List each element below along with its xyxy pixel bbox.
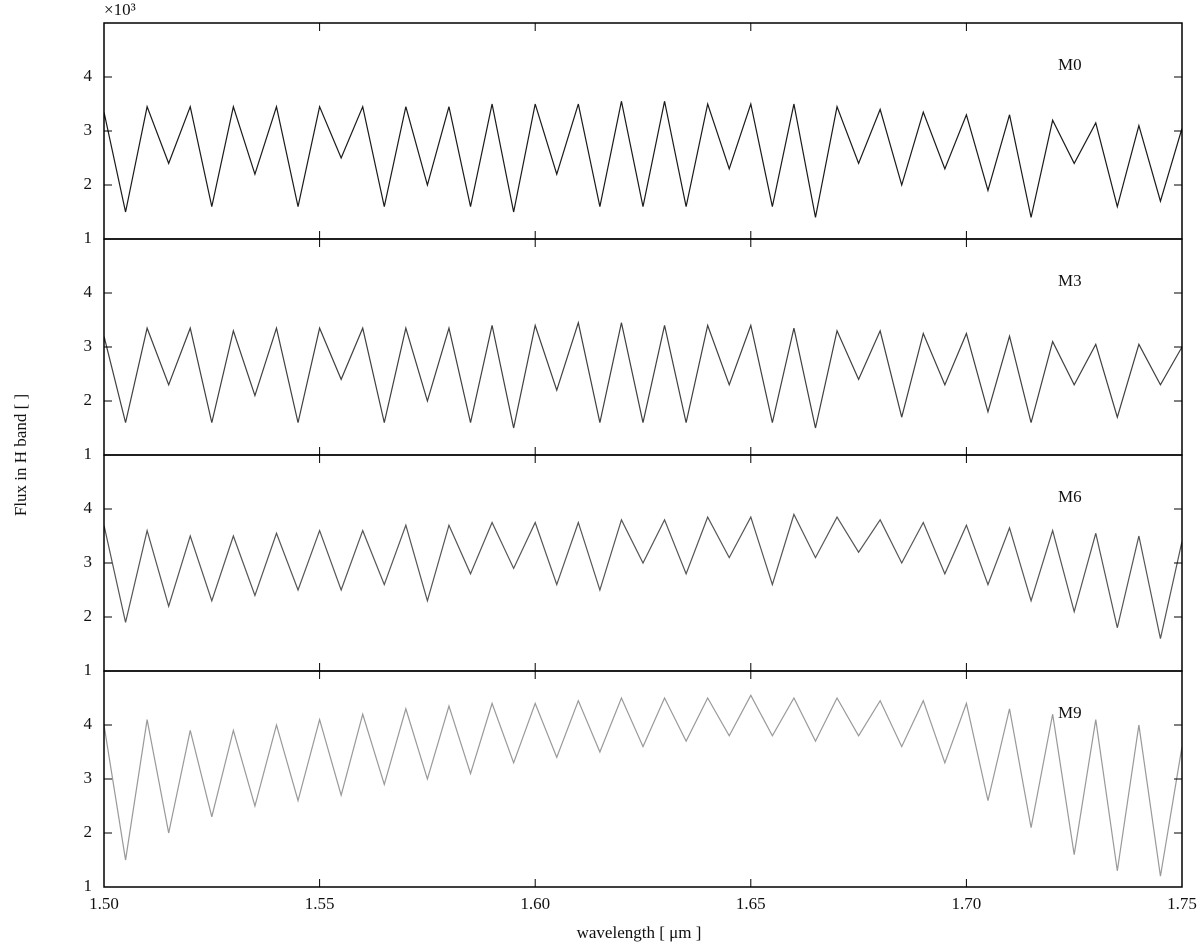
x-tick-label: 1.55	[305, 894, 335, 913]
x-tick-label: 1.70	[952, 894, 982, 913]
y-tick-label: 2	[84, 174, 93, 193]
y-tick-label: 4	[84, 282, 93, 301]
y-tick-label: 2	[84, 606, 93, 625]
x-tick-label: 1.60	[520, 894, 550, 913]
y-tick-label: 1	[84, 228, 93, 247]
y-tick-label: 4	[84, 498, 93, 517]
y-tick-label: 1	[84, 660, 93, 679]
y-tick-label: 2	[84, 822, 93, 841]
x-tick-label: 1.50	[89, 894, 119, 913]
spectrum-line	[103, 320, 1183, 429]
y-tick-label: 2	[84, 390, 93, 409]
y-multiplier: ×10³	[104, 0, 136, 19]
series-label: M6	[1058, 487, 1082, 506]
panel-frame	[103, 670, 1183, 888]
spectrum-line	[103, 694, 1183, 877]
spectrum-line	[103, 101, 1183, 218]
series-label: M9	[1058, 703, 1082, 722]
y-tick-label: 4	[84, 714, 93, 733]
y-tick-label: 1	[84, 876, 93, 895]
y-tick-label: 3	[84, 768, 93, 787]
series-label: M0	[1058, 55, 1082, 74]
y-tick-label: 1	[84, 444, 93, 463]
spectrum-line	[103, 512, 1183, 639]
y-tick-label: 3	[84, 120, 93, 139]
x-axis-label: wavelength [ μm ]	[577, 923, 702, 942]
x-tick-label: 1.65	[736, 894, 766, 913]
y-tick-label: 4	[84, 66, 93, 85]
y-axis-label: Flux in H band [ ]	[11, 394, 30, 516]
y-tick-label: 3	[84, 552, 93, 571]
y-tick-label: 3	[84, 336, 93, 355]
series-label: M3	[1058, 271, 1082, 290]
x-tick-label: 1.75	[1167, 894, 1197, 913]
